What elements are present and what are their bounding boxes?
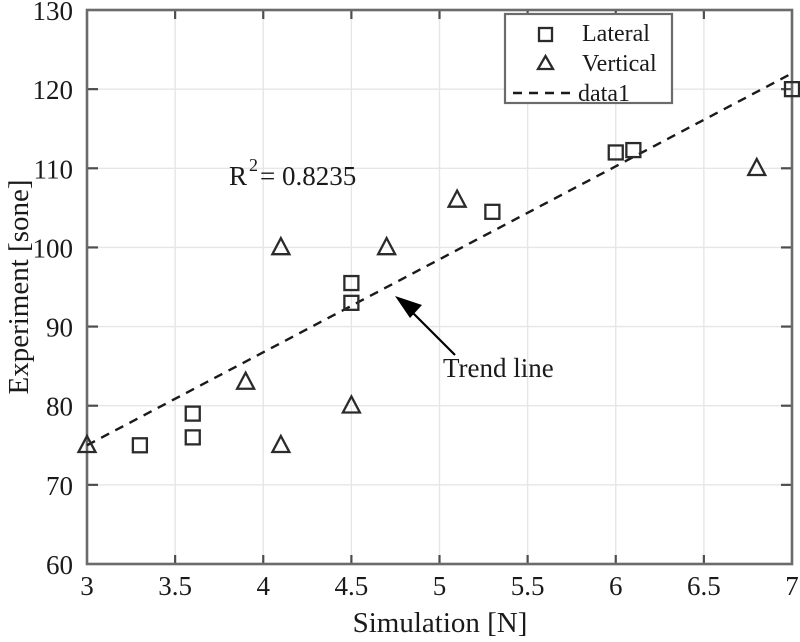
data-point-vertical	[376, 235, 398, 256]
data-point-lateral	[184, 405, 201, 422]
legend-entry-lateral[interactable]: Lateral	[537, 21, 650, 47]
data-point-vertical	[76, 433, 98, 454]
trend-line	[86, 72, 793, 447]
data-point-vertical	[446, 188, 468, 208]
data-point-lateral	[343, 294, 360, 311]
data-point-vertical	[235, 370, 257, 390]
r-squared-exponent: 2	[249, 155, 258, 175]
y-tick-label: 130	[33, 0, 74, 26]
data-point-lateral	[783, 80, 800, 98]
data-point-lateral	[184, 429, 201, 446]
legend-label-data1: data1	[578, 81, 630, 107]
legend: Lateral Vertical data1	[503, 12, 674, 107]
trend-line-label: Trend line	[443, 353, 554, 383]
x-tick-label: 4.5	[335, 571, 369, 601]
square-icon	[537, 26, 554, 43]
trend-line-path	[86, 72, 793, 447]
data-point-lateral	[343, 274, 360, 292]
data-point-vertical	[340, 393, 362, 414]
series-vertical-markers	[76, 156, 768, 454]
x-tick-label: 4	[257, 571, 271, 601]
legend-label-vertical: Vertical	[582, 51, 657, 77]
y-axis-tick-labels: 60 70 80 90 100 110 120 130	[33, 0, 74, 580]
x-tick-label: 5.5	[511, 571, 545, 601]
data-point-lateral	[607, 144, 624, 161]
legend-entry-data1[interactable]: data1	[513, 81, 630, 107]
y-tick-label: 120	[33, 75, 74, 105]
x-tick-label: 6	[609, 571, 623, 601]
x-tick-label: 7	[785, 571, 799, 601]
y-tick-label: 60	[46, 550, 73, 580]
data-point-vertical	[746, 156, 768, 177]
r-squared-annotation: R 2 = 0.8235	[229, 155, 356, 191]
series-lateral-markers	[131, 80, 800, 454]
data-point-lateral	[625, 141, 642, 159]
axis-frame	[85, 8, 794, 566]
x-tick-label: 5	[433, 571, 447, 601]
y-tick-label: 90	[46, 313, 73, 343]
y-tick-label: 110	[34, 154, 74, 184]
r-squared-value: = 0.8235	[260, 161, 356, 191]
y-tick-label: 100	[33, 233, 74, 263]
legend-box	[503, 12, 674, 105]
x-axis-tick-labels: 3 3.5 4 4.5 5 5.5 6 6.5 7	[80, 571, 799, 601]
r-squared-base: R	[229, 161, 247, 191]
x-tick-label: 3	[80, 571, 94, 601]
legend-label-lateral: Lateral	[582, 21, 650, 47]
triangle-icon	[536, 53, 555, 71]
data-point-vertical	[270, 433, 292, 454]
callout-arrow-head	[395, 296, 422, 318]
y-axis-title: Experiment [sone]	[3, 179, 35, 394]
y-tick-label: 70	[46, 471, 73, 501]
data-point-vertical	[270, 235, 292, 256]
y-tick-label: 80	[46, 392, 73, 422]
x-tick-label: 3.5	[158, 571, 192, 601]
legend-entry-vertical[interactable]: Vertical	[536, 51, 657, 77]
x-tick-label: 6.5	[687, 571, 721, 601]
x-axis-title: Simulation [N]	[353, 607, 528, 639]
data-point-lateral	[131, 437, 149, 454]
trend-line-callout: Trend line	[395, 296, 554, 383]
data-point-lateral	[484, 203, 501, 220]
